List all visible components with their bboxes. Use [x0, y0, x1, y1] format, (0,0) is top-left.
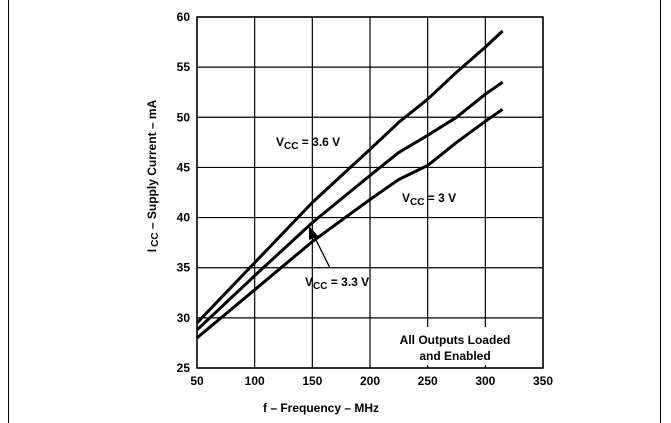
series-label-3-3v-sub: CC [313, 281, 327, 292]
y-axis-label: I CC – Supply Current – mA [145, 99, 161, 252]
series-label-3-6v-post: = 3.6 V [298, 135, 340, 149]
y-tick-label: 25 [177, 361, 191, 375]
x-tick-label: 350 [533, 374, 553, 388]
x-tick-label: 200 [360, 374, 380, 388]
series-label-3-3v: VCC = 3.3 V [305, 275, 369, 292]
series-label-3-6v: VCC = 3.6 V [276, 135, 340, 152]
y-tick-label: 55 [177, 60, 191, 74]
series-line-2 [196, 108, 504, 340]
annotation-line-1: All Outputs Loaded [400, 333, 511, 347]
x-tick-label: 250 [418, 374, 438, 388]
series-label-3-6v-pre: V [276, 135, 284, 149]
y-axis-label-rest: – Supply Current – mA [145, 99, 159, 232]
grid [196, 16, 544, 369]
plot-border [196, 16, 544, 369]
x-tick-labels: 50 100 150 200 250 300 350 [190, 374, 553, 388]
y-tick-label: 60 [177, 10, 191, 24]
x-tick-label: 50 [190, 374, 204, 388]
y-axis-label-sub: CC [150, 232, 161, 246]
x-axis-label: f – Frequency – MHz [263, 401, 379, 415]
y-tick-label: 35 [177, 261, 191, 275]
series-lines [195, 29, 504, 340]
x-tick-label: 150 [302, 374, 322, 388]
series-label-3v: VCC = 3 V [402, 191, 456, 208]
annotation-background [380, 327, 530, 365]
series-label-3v-sub: CC [410, 197, 424, 208]
series-label-3-3v-pre: V [305, 275, 313, 289]
annotation-line-2: and Enabled [419, 349, 490, 363]
y-tick-label: 40 [177, 211, 191, 225]
y-tick-labels: 25 30 35 40 45 50 55 60 [177, 10, 191, 375]
chart-frame [8, 0, 661, 423]
y-tick-label: 30 [177, 311, 191, 325]
y-tick-label: 45 [177, 160, 191, 174]
series-label-3-3v-arrow [311, 231, 331, 269]
series-label-3-3v-post: = 3.3 V [327, 275, 369, 289]
arrowhead [309, 226, 318, 240]
x-tick-label: 100 [245, 374, 265, 388]
y-tick-label: 50 [177, 110, 191, 124]
y-axis-label-prefix: I [145, 249, 159, 252]
series-label-3v-pre: V [402, 191, 410, 205]
series-label-3v-post: = 3 V [424, 191, 456, 205]
x-tick-label: 300 [475, 374, 495, 388]
series-label-3-6v-sub: CC [284, 141, 298, 152]
series-line-1 [195, 80, 504, 331]
series-line-0 [195, 29, 504, 324]
